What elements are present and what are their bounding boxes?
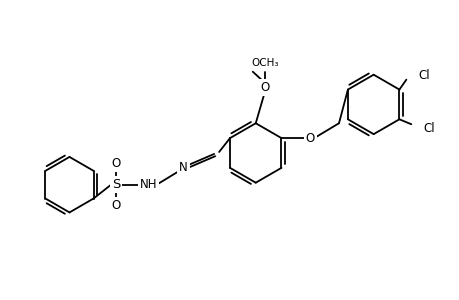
Text: Cl: Cl xyxy=(417,69,429,82)
Text: Cl: Cl xyxy=(422,122,434,135)
Text: S: S xyxy=(112,178,120,191)
Text: N: N xyxy=(179,161,187,174)
Text: O: O xyxy=(305,132,314,145)
Text: O: O xyxy=(111,199,120,212)
Text: O: O xyxy=(259,81,269,94)
Text: O: O xyxy=(111,158,120,170)
Text: OCH₃: OCH₃ xyxy=(250,58,278,68)
Text: NH: NH xyxy=(140,178,157,191)
